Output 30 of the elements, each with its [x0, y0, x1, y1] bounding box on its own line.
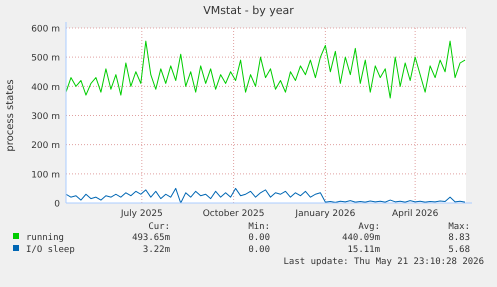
- line-series: [66, 40, 466, 98]
- text: Cur:: [148, 222, 170, 232]
- text: 15.11m: [347, 245, 380, 255]
- x-tick-label: October 2025: [202, 209, 264, 219]
- text: Min:: [248, 222, 270, 232]
- x-tick-label: January 2026: [294, 209, 356, 219]
- y-axis-title: process states: [5, 79, 16, 152]
- text: 440.09m: [342, 233, 380, 243]
- y-tick-label: 600 m: [31, 24, 60, 34]
- text: 0.00: [248, 233, 270, 243]
- text: Last update: Thu May 21 23:10:28 2026: [284, 257, 484, 267]
- text: 493.65m: [132, 233, 170, 243]
- legend-label: I/O sleep: [26, 245, 75, 255]
- y-tick-label: 0: [54, 200, 60, 210]
- text: 0.00: [248, 245, 270, 255]
- y-tick-label: 100 m: [31, 170, 60, 180]
- x-tick-label: July 2025: [120, 209, 163, 219]
- line-series: [66, 188, 466, 204]
- text: Avg:: [358, 222, 380, 232]
- legend-label: running: [26, 233, 64, 243]
- y-tick-label: 500 m: [31, 54, 60, 64]
- y-tick-label: 300 m: [31, 112, 60, 122]
- y-tick-label: 200 m: [31, 141, 60, 152]
- text: 5.68: [448, 245, 470, 255]
- chart-title: VMstat - by year: [203, 4, 294, 17]
- text: 3.22m: [142, 245, 170, 255]
- y-tick-label: 400 m: [31, 82, 60, 93]
- x-tick-label: April 2026: [392, 209, 439, 219]
- text: Max:: [448, 222, 470, 232]
- text: 8.83: [448, 233, 470, 243]
